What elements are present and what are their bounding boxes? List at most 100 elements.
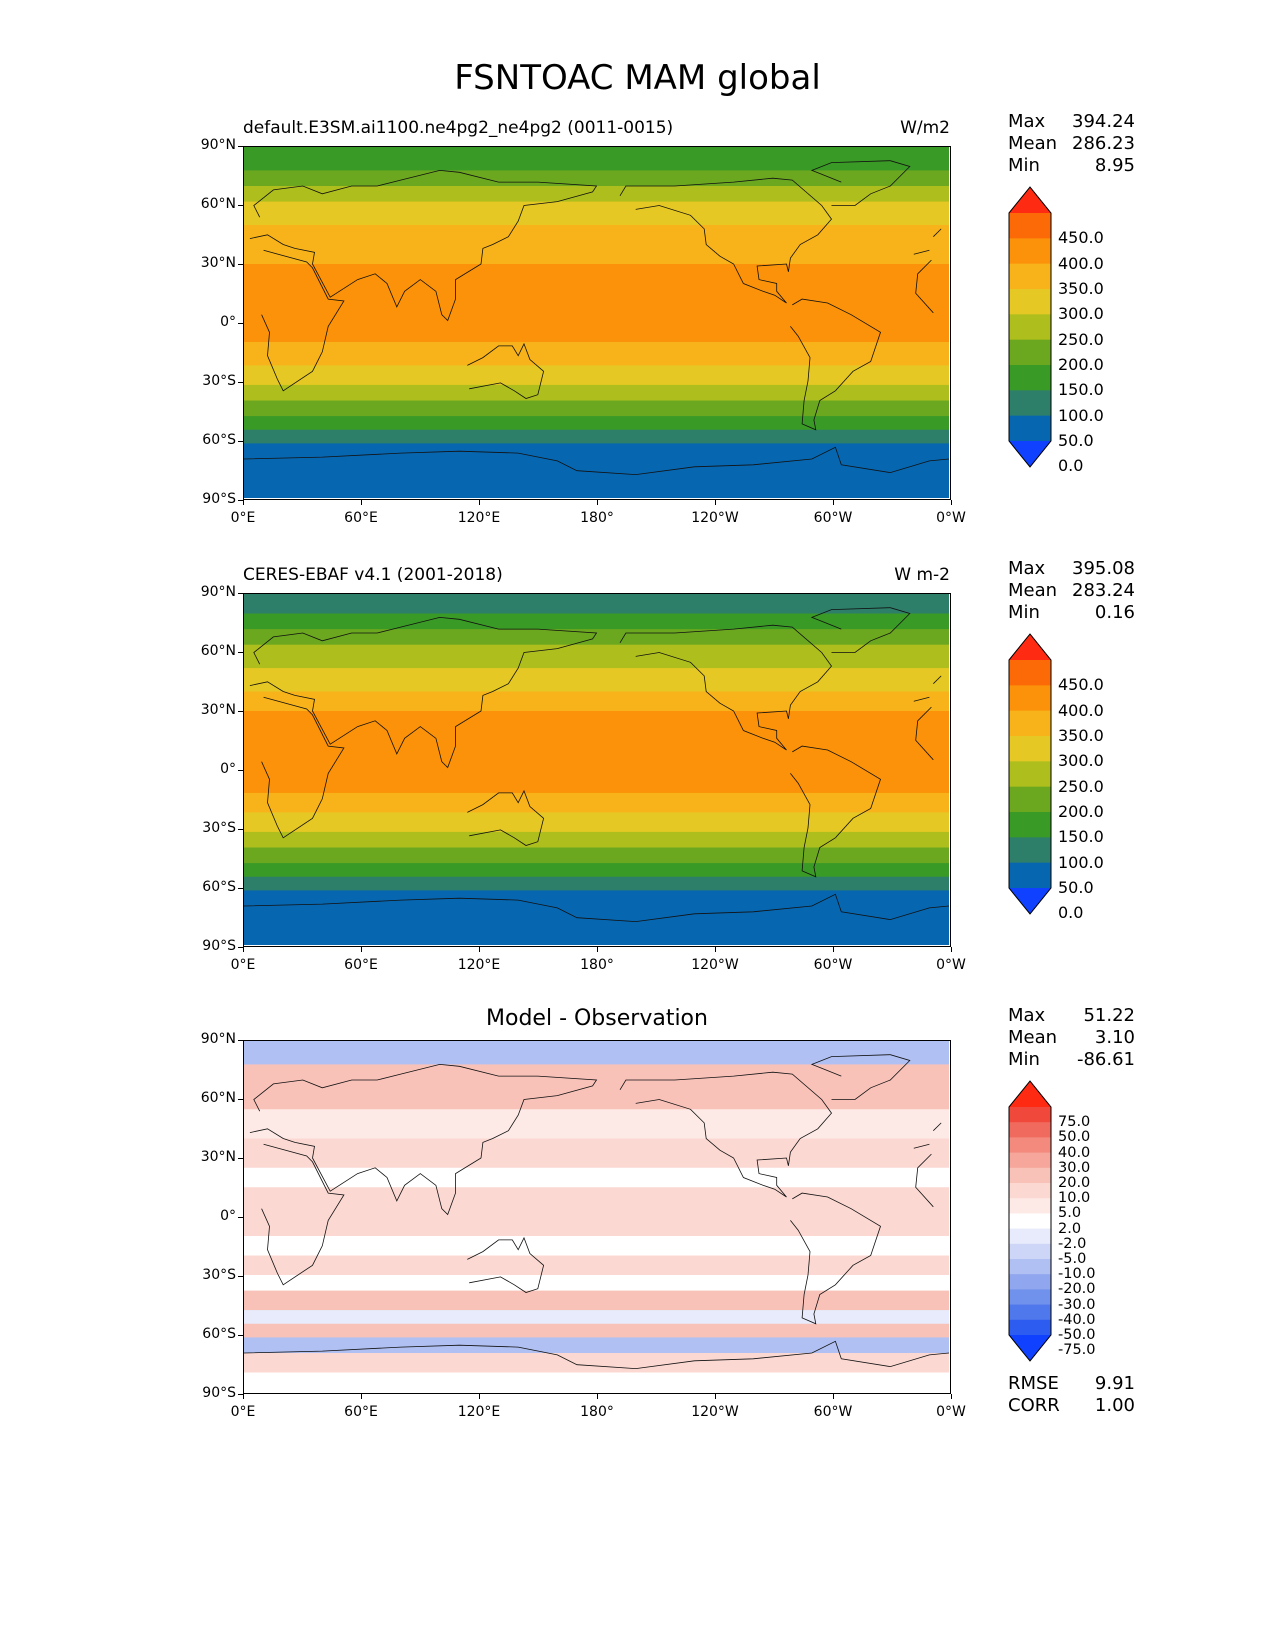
colorbar-tick-label: -10.0 (1058, 1266, 1096, 1283)
y-tick-mark (238, 441, 243, 442)
y-tick-mark (238, 382, 243, 383)
zonal-band-0 (244, 147, 949, 171)
x-tick-label: 0°E (230, 510, 256, 526)
coastline-greenland (810, 160, 911, 206)
colorbar-tick-label: 50.0 (1058, 431, 1094, 450)
zonal-band-5 (244, 691, 949, 712)
max-value: 395.08 (1072, 558, 1135, 579)
y-tick-mark (238, 1394, 243, 1395)
x-tick-mark (361, 947, 362, 952)
colorbar-tick-label: -75.0 (1058, 1342, 1096, 1359)
zonal-band-2 (244, 186, 949, 203)
min-value: 8.95 (1094, 155, 1135, 176)
colorbar-segment (1009, 1289, 1051, 1306)
y-tick-label: 90°N (200, 1031, 236, 1047)
zonal-band-4 (244, 1167, 949, 1188)
x-tick-label: 60°E (344, 957, 378, 973)
y-tick-label: 30°S (202, 820, 236, 836)
max-label: Max (1008, 1005, 1046, 1026)
colorbar-segment (1009, 812, 1051, 838)
zonal-band-0 (244, 1041, 949, 1065)
zonal-band-4 (244, 668, 949, 692)
x-tick-label: 60°E (344, 1404, 378, 1420)
x-tick-label: 120°E (457, 510, 501, 526)
colorbar-tick-label: 50.0 (1058, 878, 1094, 897)
y-tick-mark (238, 1335, 243, 1336)
colorbar-tick-label: 5.0 (1058, 1205, 1082, 1222)
colorbar-segment (1009, 862, 1051, 889)
coastline-africa (915, 1153, 934, 1208)
mean-value: 283.24 (1072, 580, 1135, 601)
min-value: 0.16 (1094, 602, 1135, 623)
zonal-band-6 (244, 711, 949, 794)
zonal-band-14 (244, 1372, 949, 1392)
colorbar-tick-label: 450.0 (1058, 228, 1104, 248)
panel-2-stats: Max 395.08 Mean 283.24 Min 0.16 (1008, 558, 1135, 624)
colorbar-segment (1009, 786, 1051, 813)
y-tick-label: 0° (220, 761, 236, 777)
coastline-greenland (810, 607, 911, 653)
x-tick-mark (833, 947, 834, 952)
panel-1-title: default.E3SM.ai1100.ne4pg2_ne4pg2 (0011-… (243, 118, 674, 138)
x-tick-label: 120°E (457, 1404, 501, 1420)
colorbar-segment (1009, 761, 1051, 788)
colorbar-extend-max (1009, 634, 1051, 660)
x-tick-mark (243, 500, 244, 505)
min-label: Min (1008, 155, 1040, 176)
zonal-band-8 (244, 1275, 949, 1292)
colorbar-segment (1009, 415, 1051, 442)
colorbar-segment (1009, 1304, 1051, 1321)
zonal-band-5 (244, 244, 949, 265)
colorbar-segment (1009, 1183, 1051, 1199)
colorbar-segment (1009, 1274, 1051, 1290)
y-tick-mark (238, 146, 243, 147)
zonal-band-10 (244, 1310, 949, 1325)
x-tick-mark (479, 947, 480, 952)
colorbar-tick-label: 450.0 (1058, 675, 1104, 695)
zonal-band-10 (244, 400, 949, 417)
colorbar-tick-label: 2.0 (1058, 1220, 1082, 1237)
panel-1-map (243, 146, 951, 500)
colorbar-segment (1009, 1319, 1051, 1336)
zonal-band-11 (244, 1323, 949, 1338)
zonal-band-8 (244, 812, 949, 833)
colorbar-segment (1009, 1228, 1051, 1245)
zonal-band-9 (244, 1290, 949, 1311)
panel-1-stats: Max 394.24 Mean 286.23 Min 8.95 (1008, 111, 1135, 177)
x-tick-mark (597, 947, 598, 952)
y-tick-mark (238, 1099, 243, 1100)
x-tick-mark (715, 500, 716, 505)
coastline-africa (915, 706, 934, 761)
colorbar-tick-label: 300.0 (1058, 304, 1104, 324)
colorbar-tick-label: 10.0 (1058, 1190, 1091, 1207)
min-label: Min (1008, 602, 1040, 623)
zonal-band-7 (244, 792, 949, 813)
x-tick-label: 180° (580, 1404, 614, 1420)
y-tick-mark (238, 264, 243, 265)
colorbar-segment (1009, 1167, 1051, 1184)
zonal-band-9 (244, 384, 949, 401)
colorbar-segment (1009, 263, 1051, 290)
zonal-band-6 (244, 264, 949, 343)
map-field (244, 147, 949, 498)
zonal-band-7 (244, 1255, 949, 1276)
colorbar (1008, 1080, 1052, 1362)
x-tick-label: 60°W (813, 957, 853, 973)
colorbar-segment (1009, 238, 1051, 265)
zonal-band-13 (244, 890, 949, 945)
x-tick-label: 60°W (813, 510, 853, 526)
colorbar-tick-label: -2.0 (1058, 1235, 1087, 1252)
zonal-band-12 (244, 876, 949, 891)
mean-label: Mean (1008, 580, 1058, 601)
y-tick-mark (238, 593, 243, 594)
colorbar (1008, 186, 1052, 468)
panel-3-stats: Max 51.22 Mean 3.10 Min -86.61 (1008, 1005, 1135, 1071)
colorbar-extend-min (1009, 1335, 1051, 1361)
x-tick-label: 0°W (936, 510, 966, 526)
zonal-band-9 (244, 831, 949, 848)
x-tick-mark (479, 1394, 480, 1399)
coastline-eurasia (249, 169, 598, 322)
min-label: Min (1008, 1049, 1040, 1070)
colorbar-tick-label: 200.0 (1058, 802, 1104, 821)
zonal-band-13 (244, 1353, 949, 1373)
